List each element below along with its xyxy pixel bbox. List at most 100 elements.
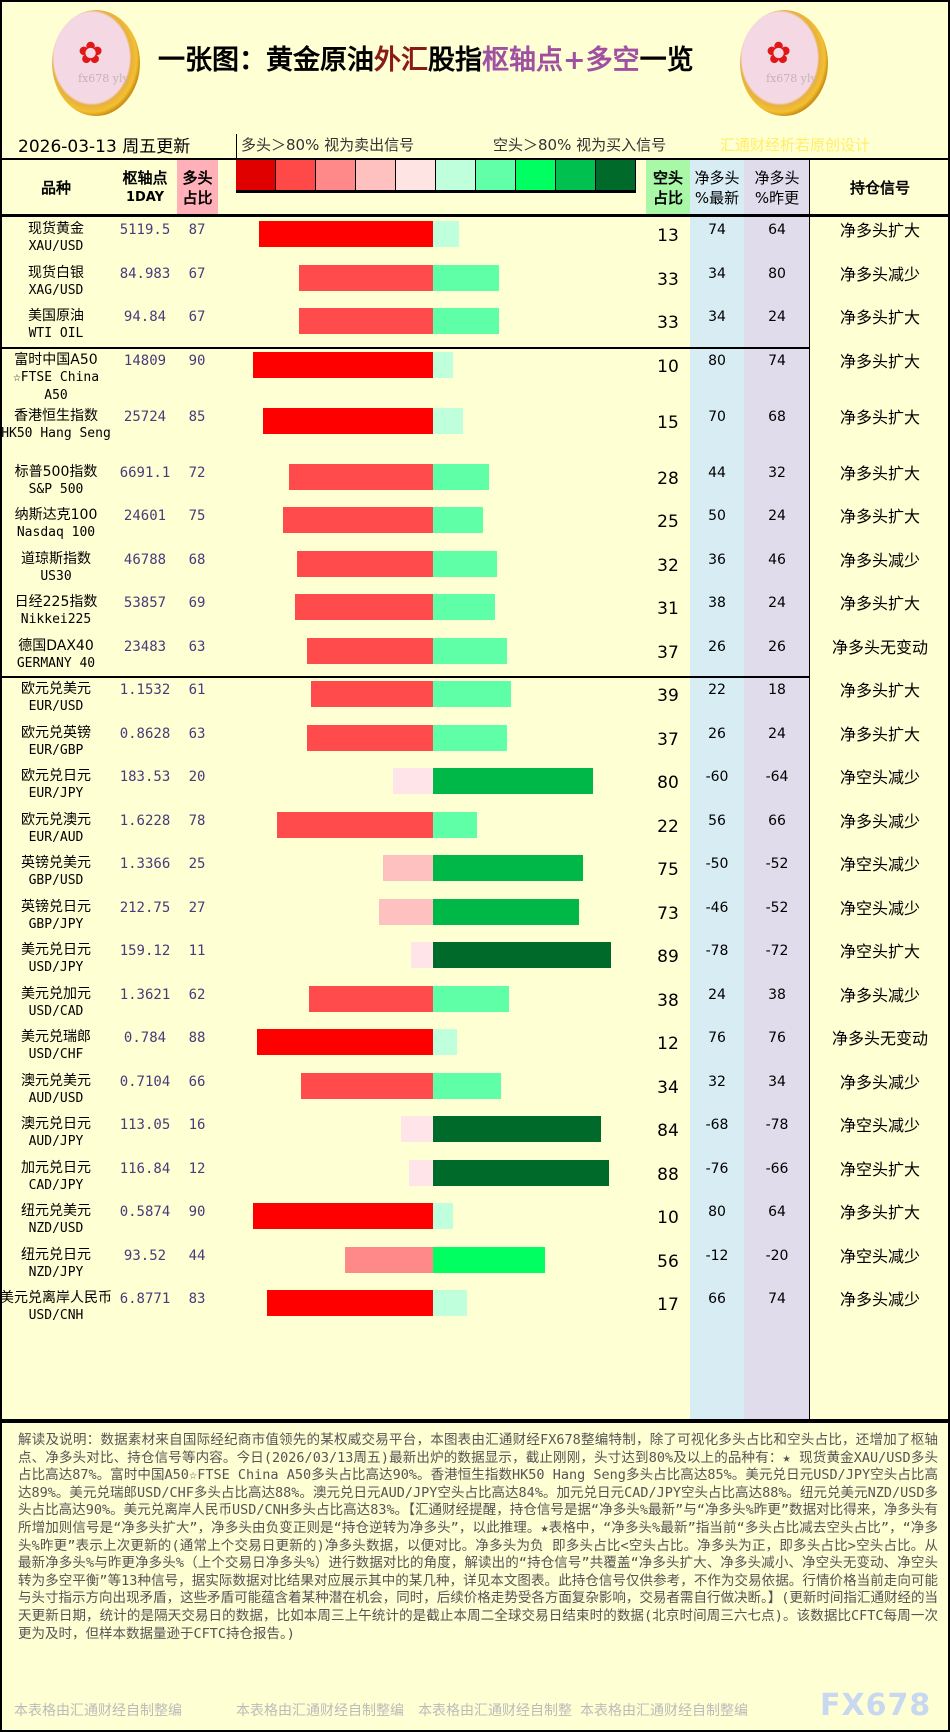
instrument-name: 美元兑加元 USD/CAD <box>21 985 91 1019</box>
short-bar <box>433 768 593 794</box>
instrument-name: 欧元兑日元 EUR/JPY <box>21 768 91 801</box>
net-long-previous: 76 <box>768 1030 786 1046</box>
short-bar <box>433 1290 467 1316</box>
long-bar <box>307 637 433 664</box>
table-row: 美元兑离岸人民币 USD/CNH 6.8771 83 17 66 74 净多头减少 <box>0 1286 950 1342</box>
header-net-latest: 净多头 %最新 <box>694 168 740 207</box>
long-percent: 75 <box>188 508 206 524</box>
scale-swatch <box>476 160 516 190</box>
position-signal: 净多头扩大 <box>839 507 920 526</box>
pivot-value: 1.3621 <box>119 986 171 1003</box>
pivot-value: 25724 <box>123 408 167 425</box>
short-percent: 33 <box>657 269 679 290</box>
short-percent: 39 <box>657 686 679 706</box>
pivot-value: 113.05 <box>119 1117 171 1133</box>
long-percent: 61 <box>188 682 206 698</box>
table-row: 香港恒生指数 HK50 Hang Seng 25724 85 15 70 68 净多头扩大 <box>0 404 950 460</box>
net-long-latest: 24 <box>708 986 726 1003</box>
short-percent: 56 <box>657 1251 679 1272</box>
short-percent: 88 <box>657 1164 679 1185</box>
net-long-previous: -78 <box>765 1117 789 1133</box>
short-bar <box>433 1116 601 1142</box>
net-long-latest: -50 <box>705 856 729 872</box>
net-long-latest: 22 <box>708 682 726 698</box>
net-long-latest: 76 <box>708 1030 726 1046</box>
group-divider <box>0 346 810 349</box>
net-long-latest: -68 <box>705 1117 729 1133</box>
position-signal: 净多头扩大 <box>839 221 920 240</box>
instrument-name: 纳斯达克100 Nasdaq 100 <box>14 507 98 540</box>
short-percent: 89 <box>657 947 679 967</box>
long-percent: 67 <box>188 265 206 282</box>
position-signal: 净多头减少 <box>839 985 920 1005</box>
short-percent: 22 <box>657 816 679 837</box>
instrument-name: 纽元兑美元 NZD/USD <box>21 1203 91 1236</box>
short-percent: 28 <box>657 468 679 489</box>
short-bar <box>433 264 499 291</box>
table-row: 道琼斯指数 US30 46788 68 32 36 46 净多头减少 <box>0 547 950 591</box>
instrument-name: 加元兑日元 CAD/JPY <box>21 1159 91 1193</box>
long-percent: 90 <box>188 1204 206 1220</box>
position-signal: 净空头减少 <box>839 1246 920 1266</box>
instrument-name: 德国DAX40 GERMANY 40 <box>16 637 96 671</box>
legend-text: 多头＞80% 视为卖出信号 空头＞80% 视为买入信号 <box>236 134 686 160</box>
net-long-previous: -52 <box>765 899 789 916</box>
pivot-value: 1.3366 <box>119 856 171 872</box>
long-bar <box>401 1116 433 1142</box>
position-signal: 净多头减少 <box>839 550 920 570</box>
long-bar <box>277 811 433 838</box>
table-row: 德国DAX40 GERMANY 40 23483 63 37 26 26 净多头无变动 <box>0 634 950 678</box>
long-bar <box>253 351 433 378</box>
instrument-name: 美国原油 WTI OIL <box>28 308 84 341</box>
position-signal: 净空头减少 <box>839 855 920 874</box>
column-divider <box>809 160 810 1420</box>
position-signal: 净空头减少 <box>839 898 920 918</box>
instrument-name: 现货黄金 XAU/USD <box>28 221 84 254</box>
page-title: 一张图：黄金原油外汇股指枢轴点+多空一览 <box>158 45 694 76</box>
short-bar <box>433 942 611 968</box>
position-signal: 净多头扩大 <box>839 407 920 427</box>
table-row: 美国原油 WTI OIL 94.84 67 33 34 24 净多头扩大 <box>0 304 950 348</box>
pivot-value: 1.6228 <box>119 812 171 829</box>
short-percent: 80 <box>657 773 679 793</box>
net-long-latest: 74 <box>708 222 726 238</box>
short-bar <box>433 550 497 577</box>
table-row: 纳斯达克100 Nasdaq 100 24601 75 25 50 24 净多头扩大 <box>0 503 950 547</box>
instrument-name: 富时中国A50 ☆FTSE China A50 <box>12 351 100 403</box>
short-bar <box>433 1159 609 1186</box>
scale-swatch <box>556 160 596 190</box>
net-long-previous: 80 <box>768 265 786 282</box>
instrument-name: 澳元兑美元 AUD/USD <box>21 1072 91 1106</box>
credit: 汇通财经析若原创设计 <box>720 136 871 154</box>
table-row: 纽元兑美元 NZD/USD 0.5874 90 10 80 64 净多头扩大 <box>0 1199 950 1243</box>
short-percent: 75 <box>657 860 679 880</box>
table-row: 澳元兑美元 AUD/USD 0.7104 66 34 32 34 净多头减少 <box>0 1069 950 1113</box>
long-percent: 66 <box>188 1073 206 1090</box>
pivot-value: 116.84 <box>119 1160 171 1177</box>
footer-watermarks: 本表格由汇通财经自制整编 本表格由汇通财经自制整编 本表格由汇通财经自制整 本表格由汇… <box>14 1703 748 1719</box>
net-long-latest: -46 <box>705 899 729 916</box>
short-bar <box>433 724 507 751</box>
short-percent: 37 <box>657 729 679 750</box>
short-bar <box>433 1203 453 1229</box>
divider <box>0 158 950 160</box>
instrument-name: 美元兑瑞郎 USD/CHF <box>21 1029 91 1062</box>
short-bar <box>433 407 463 434</box>
table-row: 纽元兑日元 NZD/JPY 93.52 44 56 -12 -20 净空头减少 <box>0 1243 950 1287</box>
long-percent: 44 <box>188 1247 206 1264</box>
net-long-previous: 24 <box>768 725 786 742</box>
instrument-name: 标普500指数 S&P 500 <box>14 463 98 497</box>
instrument-name: 澳元兑日元 AUD/JPY <box>21 1116 91 1149</box>
short-bar <box>433 221 459 247</box>
long-header-bg <box>177 160 218 215</box>
short-bar <box>433 855 583 881</box>
table-bottom-divider <box>0 1419 950 1423</box>
instrument-name: 道琼斯指数 US30 <box>21 550 91 584</box>
long-percent: 69 <box>188 595 206 611</box>
long-bar <box>409 1159 433 1186</box>
net-long-latest: 26 <box>708 638 726 655</box>
long-percent: 20 <box>188 769 206 785</box>
long-bar <box>257 1029 433 1055</box>
pivot-value: 6.8771 <box>119 1291 171 1307</box>
